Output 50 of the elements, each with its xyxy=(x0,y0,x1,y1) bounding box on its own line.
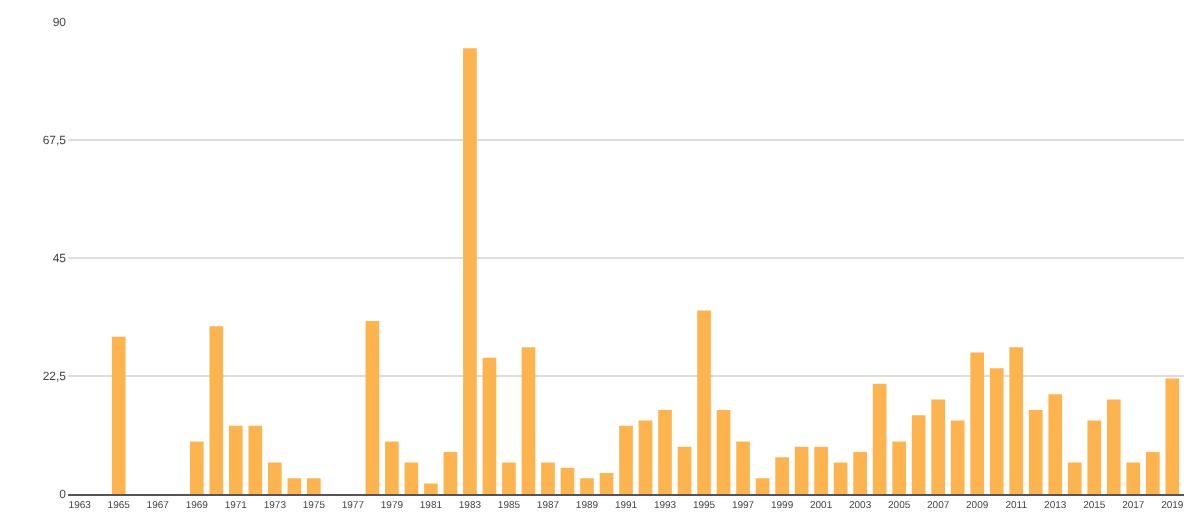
bar xyxy=(111,336,126,494)
bar xyxy=(1126,462,1141,494)
bar xyxy=(502,462,516,494)
bar xyxy=(424,483,438,494)
bar xyxy=(1165,378,1180,494)
bar xyxy=(755,478,770,494)
bar xyxy=(287,478,302,494)
bar xyxy=(989,368,1004,494)
bar xyxy=(307,478,321,494)
bar xyxy=(1087,420,1102,494)
bar xyxy=(892,441,906,494)
bar xyxy=(228,425,243,494)
bar xyxy=(209,326,224,494)
bar xyxy=(599,473,614,494)
bar xyxy=(970,352,985,494)
bar xyxy=(716,410,731,494)
bar xyxy=(872,383,887,494)
bar xyxy=(1009,347,1024,494)
bar xyxy=(365,320,380,494)
bar xyxy=(580,478,594,494)
bar xyxy=(189,441,204,494)
bar xyxy=(1106,399,1121,494)
bar xyxy=(463,48,477,494)
bar xyxy=(521,347,536,494)
bar xyxy=(1067,462,1082,494)
bar xyxy=(248,425,263,494)
bar xyxy=(794,446,809,494)
bar xyxy=(404,462,419,494)
bar xyxy=(911,415,926,494)
bar xyxy=(1028,410,1043,494)
bar xyxy=(560,467,575,494)
bar xyxy=(385,441,399,494)
bar xyxy=(1145,452,1160,494)
bar xyxy=(619,425,633,494)
bar xyxy=(736,441,750,494)
bar xyxy=(482,357,497,494)
bar xyxy=(950,420,965,494)
bar xyxy=(541,462,555,494)
bar xyxy=(814,446,828,494)
bar xyxy=(775,457,789,494)
bar xyxy=(853,452,867,494)
bar xyxy=(677,446,692,494)
bar xyxy=(267,462,282,494)
bar xyxy=(658,410,672,494)
bar xyxy=(931,399,945,494)
bar xyxy=(1048,394,1063,494)
bar xyxy=(638,420,653,494)
bar xyxy=(833,462,848,494)
bar xyxy=(443,452,458,494)
bar xyxy=(697,310,711,494)
